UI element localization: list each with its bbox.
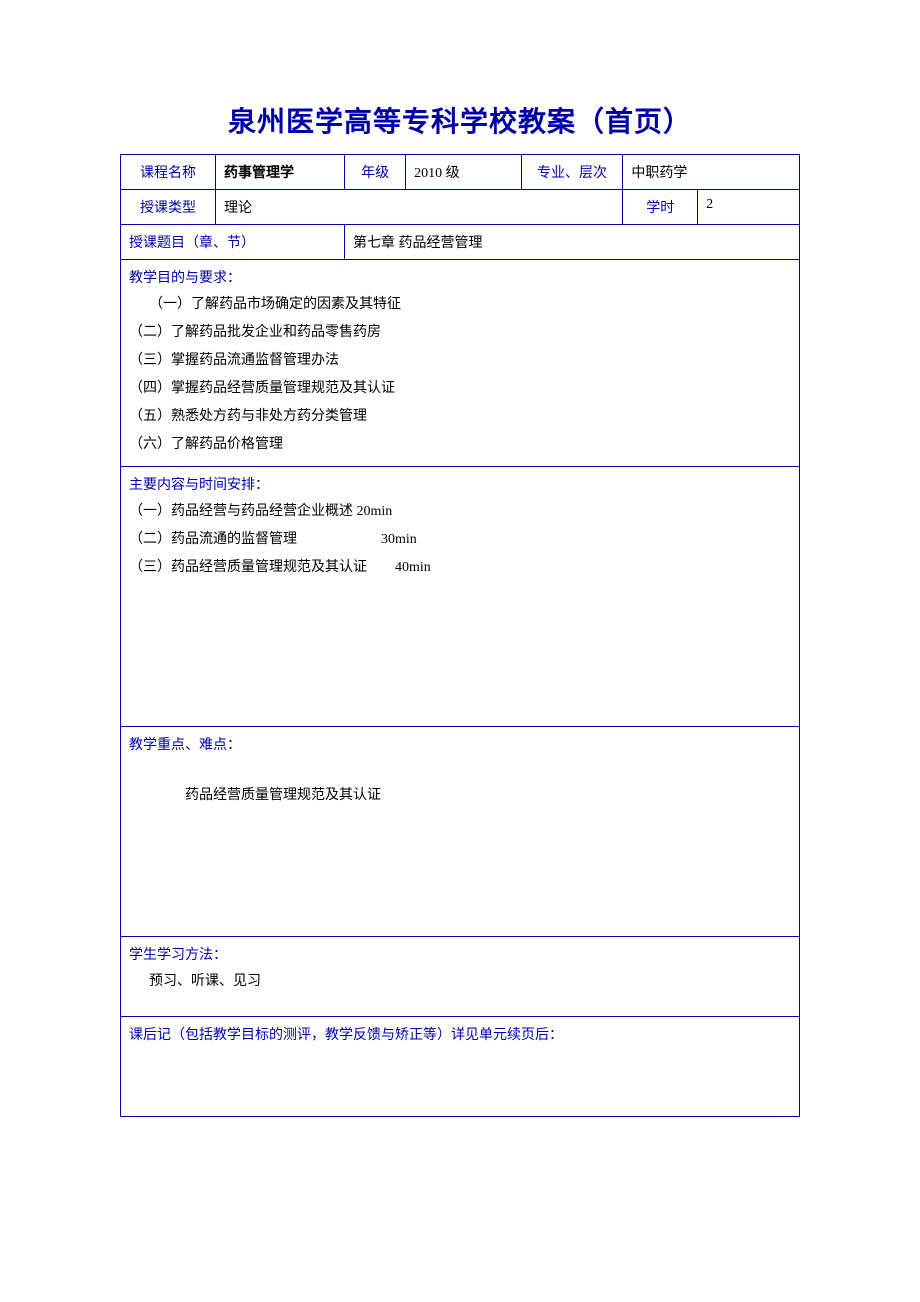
contents-item: （三）药品经营质量管理规范及其认证 40min (129, 554, 791, 582)
keypoints-content: 药品经营质量管理规范及其认证 (129, 782, 791, 810)
methods-cell: 学生学习方法： 预习、听课、见习 (121, 937, 800, 1017)
postclass-heading: 课后记（包括教学目标的测评，教学反馈与矫正等）详见单元续页后： (129, 1024, 791, 1044)
grade-value: 2010 级 (406, 155, 521, 190)
keypoints-cell: 教学重点、难点： 药品经营质量管理规范及其认证 (121, 727, 800, 937)
table-row: 课程名称 药事管理学 年级 2010 级 专业、层次 中职药学 (121, 155, 800, 190)
objectives-cell: 教学目的与要求： （一）了解药品市场确定的因素及其特征 （二）了解药品批发企业和… (121, 260, 800, 467)
contents-item: （一）药品经营与药品经营企业概述 20min (129, 498, 791, 526)
objectives-item: （三）掌握药品流通监督管理办法 (129, 347, 791, 375)
course-name-label: 课程名称 (121, 155, 216, 190)
topic-label: 授课题目（章、节） (121, 225, 345, 260)
objectives-item: （五）熟悉处方药与非处方药分类管理 (129, 403, 791, 431)
objectives-item: （二）了解药品批发企业和药品零售药房 (129, 319, 791, 347)
methods-content: 预习、听课、见习 (129, 968, 791, 996)
table-row: 学生学习方法： 预习、听课、见习 (121, 937, 800, 1017)
type-value: 理论 (216, 190, 623, 225)
objectives-item: （四）掌握药品经营质量管理规范及其认证 (129, 375, 791, 403)
table-row: 主要内容与时间安排： （一）药品经营与药品经营企业概述 20min （二）药品流… (121, 467, 800, 727)
table-row: 授课类型 理论 学时 2 (121, 190, 800, 225)
objectives-item: （一）了解药品市场确定的因素及其特征 (129, 291, 791, 319)
major-value: 中职药学 (623, 155, 800, 190)
page-title: 泉州医学高等专科学校教案（首页） (120, 100, 800, 140)
course-name-value: 药事管理学 (216, 155, 345, 190)
objectives-item: （六）了解药品价格管理 (129, 431, 791, 459)
contents-cell: 主要内容与时间安排： （一）药品经营与药品经营企业概述 20min （二）药品流… (121, 467, 800, 727)
grade-label: 年级 (345, 155, 406, 190)
table-row: 教学目的与要求： （一）了解药品市场确定的因素及其特征 （二）了解药品批发企业和… (121, 260, 800, 467)
methods-heading: 学生学习方法： (129, 944, 791, 964)
type-label: 授课类型 (121, 190, 216, 225)
hours-label: 学时 (623, 190, 698, 225)
table-row: 课后记（包括教学目标的测评，教学反馈与矫正等）详见单元续页后： (121, 1017, 800, 1117)
contents-heading: 主要内容与时间安排： (129, 474, 791, 494)
keypoints-heading: 教学重点、难点： (129, 734, 791, 754)
table-row: 授课题目（章、节） 第七章 药品经营管理 (121, 225, 800, 260)
lesson-plan-table: 课程名称 药事管理学 年级 2010 级 专业、层次 中职药学 授课类型 理论 … (120, 154, 800, 1117)
major-label: 专业、层次 (521, 155, 623, 190)
contents-item: （二）药品流通的监督管理 30min (129, 526, 791, 554)
table-row: 教学重点、难点： 药品经营质量管理规范及其认证 (121, 727, 800, 937)
objectives-heading: 教学目的与要求： (129, 267, 791, 287)
postclass-cell: 课后记（包括教学目标的测评，教学反馈与矫正等）详见单元续页后： (121, 1017, 800, 1117)
topic-value: 第七章 药品经营管理 (345, 225, 800, 260)
hours-value: 2 (698, 190, 800, 225)
